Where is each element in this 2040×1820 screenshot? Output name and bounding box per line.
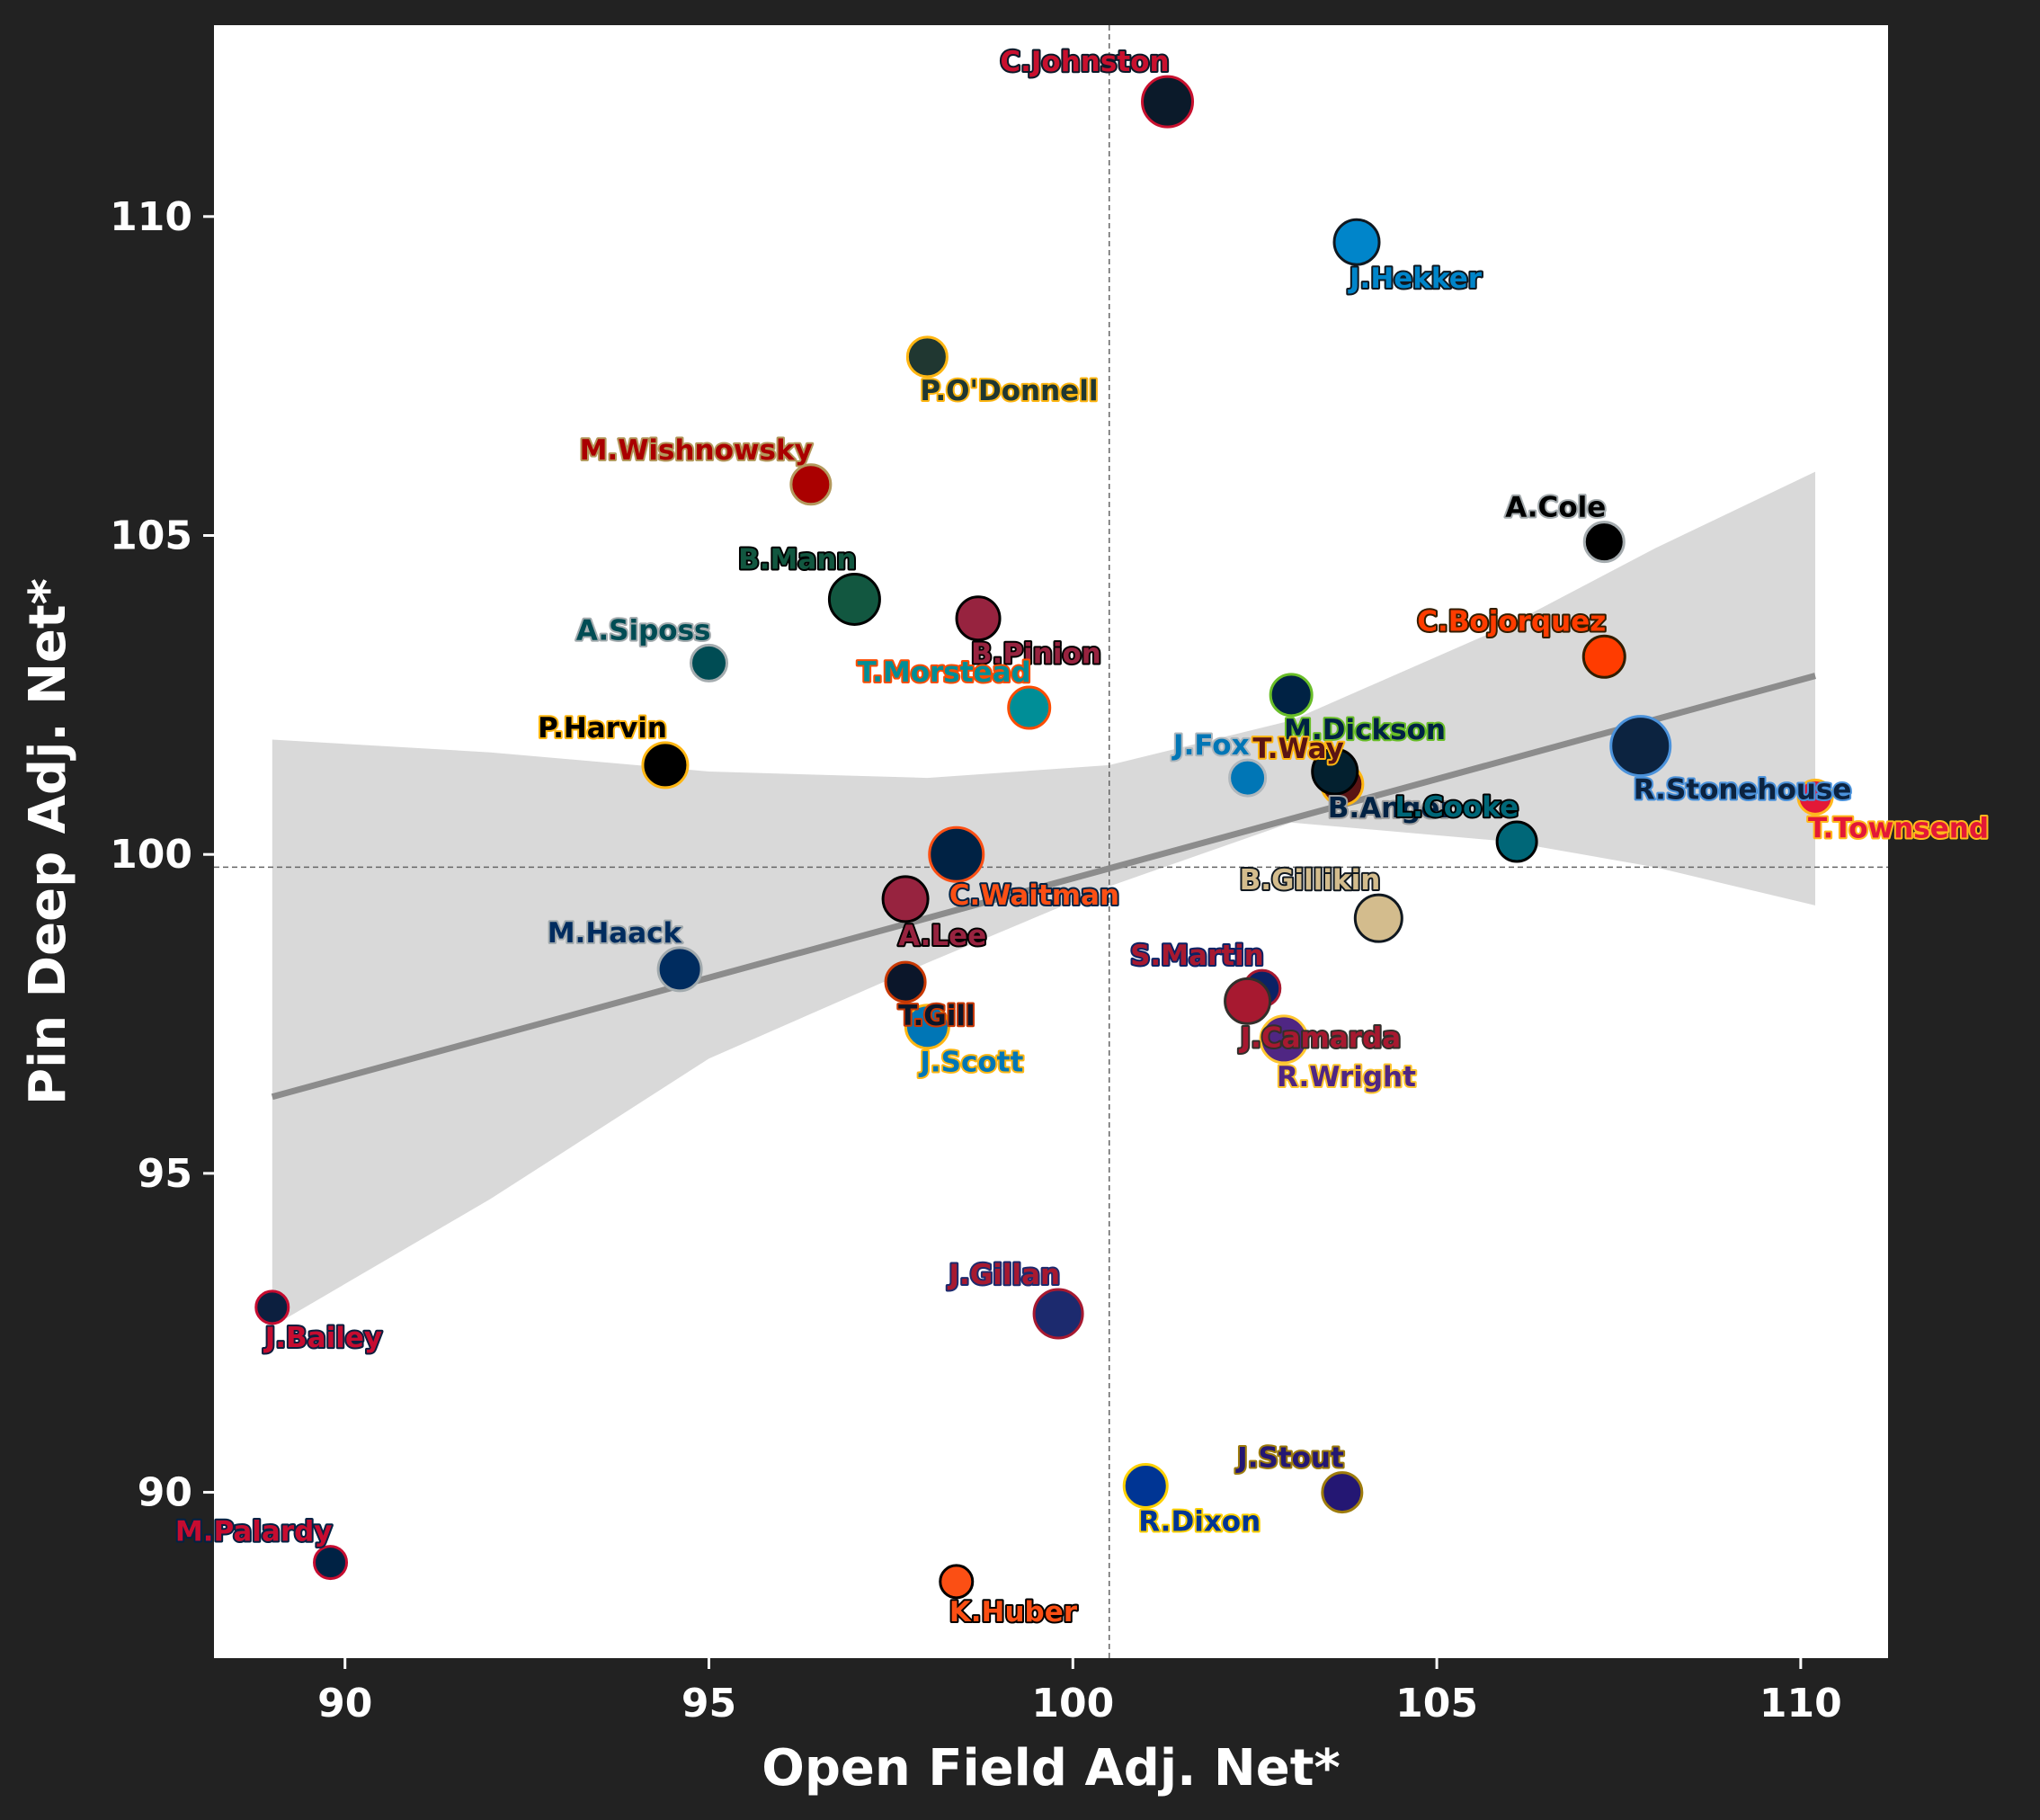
data-point [955,595,1002,642]
data-label: P.O'Donnell [920,375,1098,407]
data-label: S.Martin [1130,940,1264,972]
confidence-band [272,471,1815,1327]
data-label: R.Stonehouse [1634,774,1852,807]
data-point [690,643,729,682]
data-label: T.Gill [898,1000,975,1032]
point-labels: C.Johnston J.Hekker P.O'Donnell M.Wishnowsk… [174,44,1991,1630]
data-label: T.Morstead [858,656,1031,689]
x-axis-title: Open Field Adj. Net* [762,1739,1341,1798]
x-tick-label: 110 [1759,1681,1842,1726]
data-point [1007,685,1052,730]
data-point [881,875,930,923]
data-point [1332,218,1381,266]
y-tick-label: 110 [110,194,192,240]
data-label: C.Johnston [1000,46,1169,78]
data-point [1609,715,1672,778]
y-axis-ticks: 90 95 100 105 110 [110,194,214,1516]
y-tick-label: 90 [138,1470,192,1516]
data-point [1581,634,1626,679]
data-point [641,741,690,790]
data-label: R.Dixon [1138,1505,1261,1538]
y-axis-title: Pin Deep Adj. Net* [19,578,77,1105]
regression-line [271,673,1816,1101]
data-point [656,946,703,993]
data-label: A.Cole [1505,492,1606,524]
data-point [904,1004,950,1050]
data-label: P.Harvin [538,712,667,745]
trend-line [271,673,1816,1101]
data-point [1321,1471,1364,1514]
data-label: M.Haack [548,917,683,950]
data-point [1311,747,1359,796]
data-label: M.Palardy [175,1516,333,1548]
data-label: J.Scott [918,1047,1023,1079]
data-point [928,825,985,883]
x-tick-label: 105 [1395,1681,1478,1726]
y-tick-label: 105 [110,513,192,559]
x-tick-label: 90 [317,1681,372,1726]
data-point [1141,75,1195,129]
data-label: T.Townsend [1808,812,1989,844]
data-point [1269,673,1314,718]
data-point [1259,1014,1309,1065]
data-label: A.Lee [898,920,986,952]
data-label: T.Way [1252,733,1343,765]
data-point [313,1545,349,1581]
data-label: B.Anger [1328,792,1455,825]
data-point [1353,893,1403,943]
data-label: B.Pinion [971,638,1101,671]
x-axis-ticks: 90 95 100 105 110 [317,1658,1842,1726]
confidence-band-area [272,471,1815,1327]
data-label: M.Wishnowsky [580,434,813,467]
data-label: L.Cooke [1394,791,1519,824]
data-label: M.Dickson [1284,714,1446,746]
data-label: J.Fox [1171,729,1250,762]
data-label: C.Bojorquez [1417,605,1606,638]
data-label: J.Gillan [947,1259,1060,1291]
data-point [1495,820,1538,863]
data-label: J.Hekker [1348,263,1483,295]
y-tick-label: 100 [110,832,192,878]
x-tick-label: 100 [1031,1681,1114,1726]
data-label: J.Stout [1235,1442,1344,1475]
data-label: C.Waitman [949,879,1119,912]
data-point [1032,1288,1084,1340]
data-label: K.Huber [949,1596,1078,1628]
data-point [884,960,927,1004]
data-point [1224,977,1272,1025]
data-point [789,463,833,506]
reference-lines [214,25,1888,1658]
data-point [1228,758,1268,798]
data-label: B.Gillikin [1240,864,1381,897]
data-points [254,75,1834,1600]
data-point [1582,521,1626,564]
data-point [1122,1462,1169,1509]
data-label: J.Bailey [263,1322,382,1354]
x-tick-label: 95 [681,1681,736,1726]
data-point [1796,778,1834,816]
y-tick-label: 95 [138,1151,192,1197]
data-label: B.Mann [738,543,856,575]
data-point [939,1564,975,1600]
data-label: R.Wright [1277,1061,1416,1093]
data-point [254,1289,290,1325]
data-point [827,572,881,626]
data-label: J.Camarda [1239,1022,1402,1054]
data-point [905,335,949,379]
data-label: A.Siposs [576,614,711,647]
